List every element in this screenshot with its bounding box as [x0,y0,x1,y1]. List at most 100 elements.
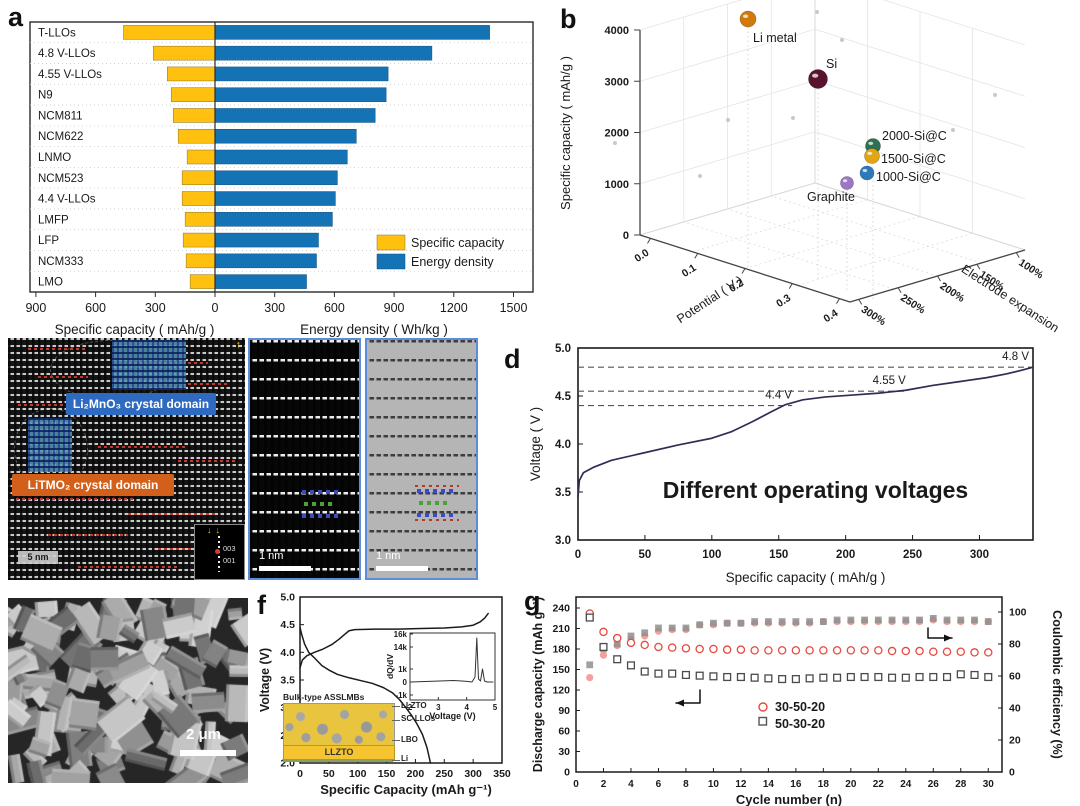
y-tick-label: 4.0 [555,439,571,451]
inset-y-tick-label: 14k [394,643,408,652]
tem-marker-line [128,513,218,515]
marker-50-30-20-capacity [846,672,855,682]
z-tick-label: 250% [898,292,928,317]
bar-specific-capacity [181,191,216,206]
marker-50-30-20-efficiency [613,640,621,648]
bar-energy-density [214,274,307,289]
tick [836,298,840,304]
marker-30-50-20-capacity [846,646,856,655]
marker-30-50-20-efficiency [599,651,608,659]
floor-grid [771,195,982,264]
bar-energy-density [214,66,389,82]
legend-label: Specific capacity [411,236,505,250]
cell-schematic-inset: Bulk-type ASSLMBs LLZTO LLZTO SC-LLOs LB… [283,692,463,776]
marker-30-50-20-capacity [860,646,869,655]
marker-50-30-20-capacity [915,672,924,682]
y-tick-label: 5.0 [555,343,571,355]
bar-energy-density [214,25,490,40]
marker-50-30-20-efficiency [916,616,923,624]
marker-50-30-20-capacity [626,661,636,670]
tem-marker-line [98,446,188,448]
legend-label: Energy density [411,255,494,269]
y-tick-label: 3.5 [555,487,572,499]
tick-label: 900 [384,301,405,315]
left-tick-label: 180 [552,644,570,656]
inset-frame [409,632,496,701]
marker-50-30-20-capacity [888,673,897,682]
marker-50-30-20-capacity [736,672,745,682]
projection-dot [613,141,617,145]
marker-30-50-20-capacity [654,642,663,652]
projection-dot [726,118,730,122]
category-label: NCM811 [38,110,83,122]
voltage-level-label: 4.4 V [765,390,792,402]
marker-50-30-20-capacity [778,675,787,684]
diffraction-spots [218,536,220,572]
tick-label: 300 [264,301,285,315]
x-tick-label: 16 [790,779,802,790]
diffraction-spot-marker [215,549,220,554]
marker-50-30-20-efficiency [696,621,704,629]
x-tick-label: 50 [639,549,652,561]
marker-50-30-20-efficiency [819,618,827,625]
inset-y-tick-label: -1k [395,691,407,700]
marker-50-30-20-capacity [956,670,965,679]
tem-marker-line [48,534,128,536]
marker-50-30-20-capacity [681,670,690,680]
inset-y-tick-label: 0 [403,678,408,687]
inset-x-tick-label: 4 [464,703,469,712]
marker-30-50-20-capacity [956,647,966,656]
x-tick-label: 2 [601,779,607,790]
marker-50-30-20-efficiency [902,616,910,624]
marker-30-50-20-capacity [832,646,842,655]
left-tick-label: 30 [558,746,570,758]
marker-50-30-20-capacity [860,672,869,682]
panel-letter-a: a [8,2,24,32]
sphere-highlight [742,14,749,18]
legend-swatch-energy-density [376,253,406,270]
composite-cathode-layer [283,703,395,747]
category-label: LFP [38,235,59,247]
tick [858,299,863,305]
sphere-highlight [842,179,848,183]
atom-row-marker [419,501,449,505]
data-point-label: 1500-Si@C [881,152,946,166]
tick-label: 300 [145,301,166,315]
scale-bar [376,566,428,571]
bar-energy-density [214,45,433,61]
marker-30-50-20-capacity [764,646,773,655]
floor-grid [797,232,973,286]
marker-50-30-20-efficiency [682,624,690,632]
bar-energy-density [214,253,317,269]
legend-marker-square [758,716,768,726]
category-label: NCM523 [38,173,83,185]
marker-50-30-20-capacity [613,655,622,664]
marker-30-50-20-capacity [984,648,993,657]
y-tick-label: 3000 [605,76,629,88]
tick [897,287,902,293]
arrowhead-right [944,634,952,642]
arrowhead-left [676,699,684,707]
schematic-title: Bulk-type ASSLMBs [283,692,365,702]
marker-50-30-20-efficiency [833,616,841,624]
x-tick-label: 0 [575,549,581,561]
x-tick-label: 0 [297,768,303,780]
bar-energy-density [214,191,336,206]
marker-30-50-20-capacity [722,645,732,654]
z-axis-title: Electrode expansion [959,262,1062,335]
marker-50-30-20-efficiency [723,619,731,627]
right-tick-label: 0 [1009,767,1015,779]
x-tick-label: 0 [573,779,579,790]
marker-30-50-20-efficiency [586,674,594,682]
data-point-label: 1000-Si@C [876,170,941,184]
y-tick-label: 4.5 [555,391,572,403]
right-tick-label: 60 [1009,671,1021,683]
data-point-sphere [739,10,757,28]
bar-specific-capacity [153,45,216,61]
tem-marker-line [18,404,88,406]
y-tick-label: 4.5 [280,619,295,631]
tick [788,283,793,289]
x-tick-label: 300 [970,549,989,561]
category-label: LMO [38,277,63,289]
panel-c-tem-image: Li₂MnO₃ crystal domain LiTMO₂ crystal do… [8,338,245,580]
